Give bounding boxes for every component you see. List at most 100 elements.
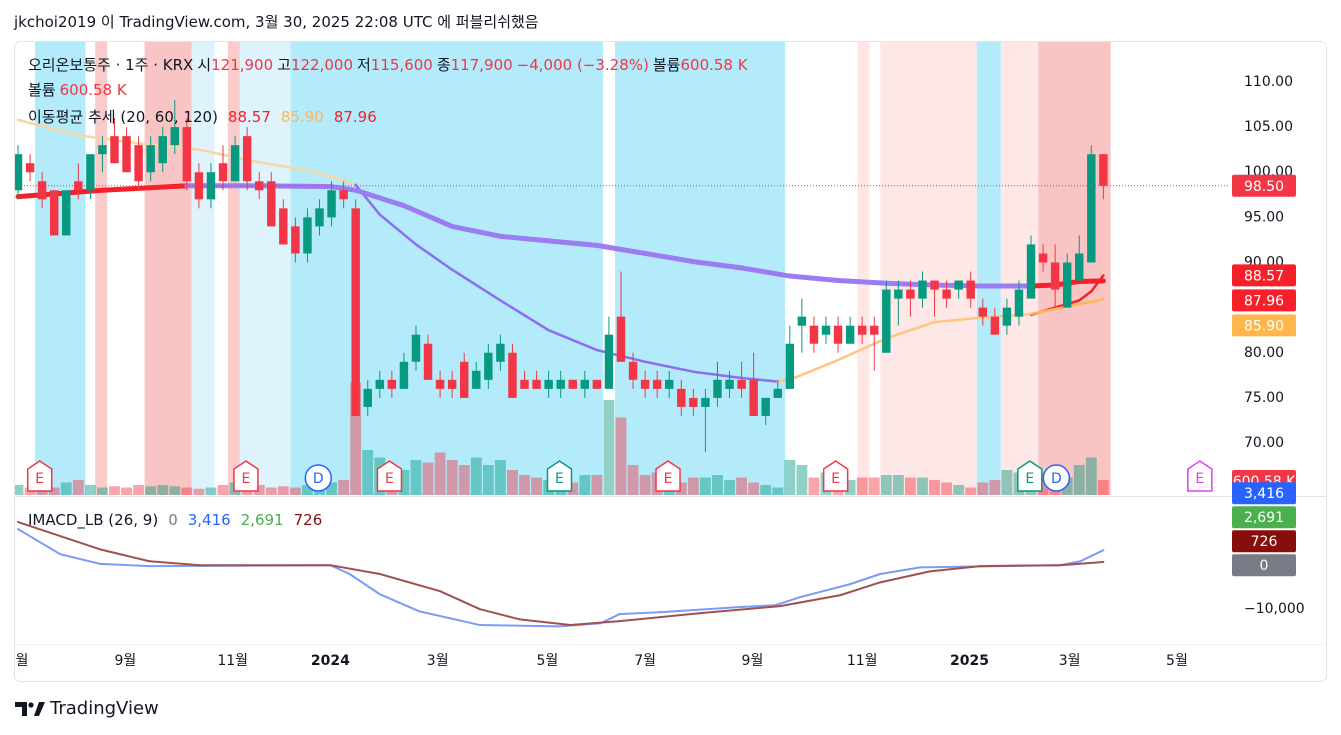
moving-average xyxy=(594,242,648,256)
volume-bar xyxy=(507,470,518,495)
candle-body xyxy=(773,388,782,398)
x-tick-label: 9월 xyxy=(742,653,764,669)
volume-bar xyxy=(338,480,350,495)
macd-line xyxy=(348,573,381,596)
volume-bar xyxy=(482,465,494,495)
moving-average xyxy=(547,328,599,352)
volume-bar xyxy=(977,482,989,495)
macd-value: 2,691 xyxy=(240,511,284,529)
candle-body xyxy=(749,379,758,416)
candle-body xyxy=(459,361,469,398)
macd-line xyxy=(979,564,1061,568)
candle-body xyxy=(435,379,445,389)
ohlc-label: 고 xyxy=(277,56,291,74)
moving-average xyxy=(257,161,309,172)
macd-line xyxy=(849,573,882,586)
y-tick-label: 110.00 xyxy=(1244,74,1293,90)
macd-value: 0 xyxy=(168,511,178,529)
signal-zone xyxy=(239,42,291,495)
candle-body xyxy=(146,145,155,173)
symbol-legend: 오리온보통주 · 1주 · KRX 시121,900 고122,000 저115,60… xyxy=(28,54,752,75)
signal-zone xyxy=(857,42,870,495)
volume-bar xyxy=(603,400,615,495)
signal-zone xyxy=(1038,42,1111,495)
moving-average xyxy=(1078,298,1105,306)
ma-legend: 이동평균 추세 (20, 60, 120) 88.57 85.90 87.96 xyxy=(28,106,381,127)
macd-line xyxy=(17,521,102,551)
event-badge: D xyxy=(304,464,333,492)
volume-bar xyxy=(72,480,84,495)
macd-line xyxy=(378,593,421,613)
event-shape xyxy=(376,460,403,492)
volume-bar xyxy=(470,457,482,495)
event-badge: E xyxy=(1187,460,1213,492)
candle-body xyxy=(1099,154,1108,186)
event-badge: E xyxy=(546,460,573,492)
candle-body xyxy=(701,397,710,407)
ma-value: 85.90 xyxy=(1244,318,1284,334)
volume-bar xyxy=(675,482,687,495)
volume-bar xyxy=(1097,479,1109,495)
macd-value-box xyxy=(1232,530,1296,553)
macd-line xyxy=(518,618,572,627)
candle-body xyxy=(677,388,686,407)
candle-body xyxy=(978,307,987,317)
volume-bar xyxy=(627,465,639,495)
macd-line xyxy=(99,548,151,563)
candle-body xyxy=(882,289,891,353)
volume-bar xyxy=(169,486,181,495)
volume-bar xyxy=(591,475,603,495)
candle-body xyxy=(291,226,300,254)
moving-average xyxy=(1078,290,1093,302)
signal-zone xyxy=(290,42,603,495)
volume-bar xyxy=(422,462,434,495)
volume-bar xyxy=(277,486,289,495)
candle-body xyxy=(339,190,348,200)
candle-body xyxy=(327,190,336,218)
macd-value: 2,691 xyxy=(1244,510,1284,526)
candle-body xyxy=(532,379,541,389)
volume-value: 600.58 K xyxy=(680,56,748,74)
candle-body xyxy=(472,370,481,389)
macd-line xyxy=(1079,549,1105,563)
ma-value: 88.57 xyxy=(1244,268,1284,284)
volume-bar xyxy=(494,460,506,495)
candle-body xyxy=(37,181,47,200)
candle-body xyxy=(1026,244,1036,299)
candle-body xyxy=(158,136,167,164)
candle-body xyxy=(556,379,565,389)
macd-value-box xyxy=(1232,482,1296,505)
candle-body xyxy=(894,289,903,299)
volume-bar xyxy=(60,482,72,495)
macd-line xyxy=(99,562,151,568)
volume-bar xyxy=(398,470,410,495)
event-badge: E xyxy=(655,460,681,492)
event-label: E xyxy=(1025,471,1034,487)
candle-body xyxy=(580,379,590,389)
candle-body xyxy=(604,334,614,389)
volume-bar xyxy=(917,477,928,495)
event-shape xyxy=(304,464,333,492)
moving-average xyxy=(642,250,696,265)
moving-average xyxy=(787,273,841,284)
x-tick-label: 9월 xyxy=(114,653,136,669)
candle-body xyxy=(930,280,939,290)
candle-body xyxy=(411,334,421,362)
moving-average xyxy=(546,238,600,248)
ohlc-label: 저 xyxy=(356,56,371,74)
ma-value: 87.96 xyxy=(1244,293,1284,309)
volume-bar xyxy=(289,487,301,495)
candle-body xyxy=(49,190,59,236)
event-label: E xyxy=(555,471,564,487)
moving-average xyxy=(16,118,80,137)
volume-bar xyxy=(193,488,205,495)
candle-body xyxy=(98,145,107,155)
ma-value-box xyxy=(1232,264,1296,287)
macd-line xyxy=(569,620,621,627)
ma-value: 88.57 xyxy=(227,108,271,126)
moving-average xyxy=(449,223,503,239)
candle-body xyxy=(990,316,1000,335)
signal-zone xyxy=(34,42,86,495)
volume-bar xyxy=(1037,472,1049,495)
last-price-box xyxy=(1232,174,1296,197)
